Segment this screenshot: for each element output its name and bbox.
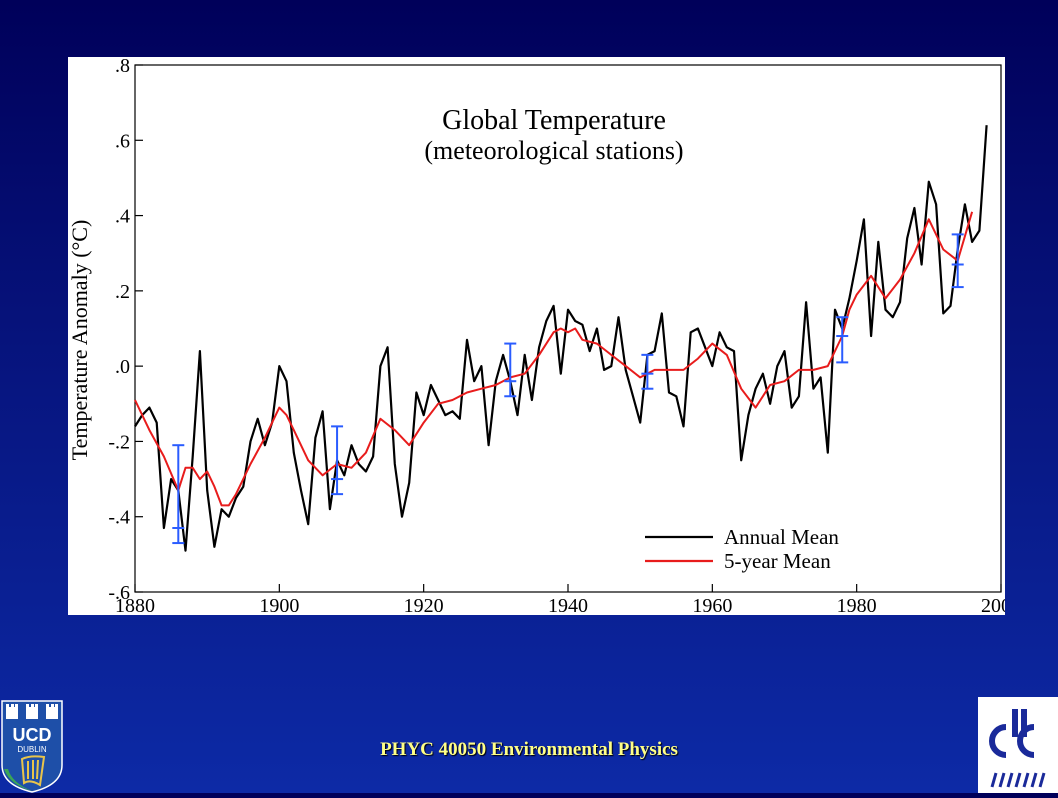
error-bar — [836, 316, 849, 364]
error-bar — [331, 425, 344, 496]
temperature-chart: 1880 1900 1920 1940 1960 1980 2000 -.6 -.4 -.2 .0… — [68, 57, 1005, 615]
y-tick-label: -.6 — [108, 582, 130, 604]
ucd-logo-subtext: DUBLIN — [17, 745, 47, 754]
error-bar — [951, 233, 964, 289]
error-bars — [172, 233, 964, 545]
legend-label-annual: Annual Mean — [724, 525, 839, 549]
error-bar — [641, 353, 654, 390]
x-tick-label: 1920 — [404, 595, 444, 615]
y-tick-label: .4 — [115, 206, 130, 228]
chart-subtitle: (meteorological stations) — [424, 136, 683, 165]
y-tick-label: -.4 — [108, 507, 130, 529]
series-5yr-mean — [134, 211, 974, 507]
ucd-logo: UCD DUBLIN — [0, 699, 64, 793]
x-tick-label: 1900 — [259, 595, 299, 615]
green-band-icon — [4, 769, 32, 791]
ucd-logo-text: UCD — [13, 725, 52, 745]
y-axis-label: Temperature Anomaly (°C) — [68, 220, 92, 461]
x-axis: 1880 1900 1920 1940 1960 1980 2000 — [115, 584, 1005, 615]
series-annual-mean — [134, 125, 988, 552]
climate-centre-emblem-icon — [989, 709, 1035, 758]
plot-frame — [134, 64, 1002, 593]
x-tick-label: 1880 — [115, 595, 155, 615]
x-tick-label: 1960 — [692, 595, 732, 615]
error-bar — [172, 444, 185, 545]
legend: Annual Mean 5-year Mean — [645, 525, 839, 573]
harp-icon — [20, 755, 46, 787]
hatch-lines-icon — [990, 772, 1046, 788]
y-tick-label: .8 — [115, 57, 130, 77]
error-bar — [504, 342, 517, 398]
footer-course-title: PHYC 40050 Environmental Physics — [380, 739, 678, 760]
legend-label-5yr: 5-year Mean — [724, 549, 831, 573]
y-tick-label: -.2 — [108, 431, 130, 453]
y-tick-label: .2 — [115, 281, 130, 303]
y-tick-label: .6 — [115, 130, 130, 152]
x-tick-label: 1980 — [837, 595, 877, 615]
ucd-crest-shield-icon — [1, 700, 63, 793]
y-tick-label: .0 — [115, 356, 130, 378]
y-axis: -.6 -.4 -.2 .0 .2 .4 .6 .8 — [108, 57, 143, 604]
x-tick-label: 2000 — [981, 595, 1005, 615]
chart-panel: 1880 1900 1920 1940 1960 1980 2000 -.6 -.4 -.2 .0… — [68, 57, 1005, 615]
castle-icon — [6, 704, 58, 719]
chart-title: Global Temperature — [442, 105, 666, 136]
series-layer — [134, 125, 988, 552]
x-tick-label: 1940 — [548, 595, 588, 615]
climate-centre-logo — [978, 697, 1058, 793]
